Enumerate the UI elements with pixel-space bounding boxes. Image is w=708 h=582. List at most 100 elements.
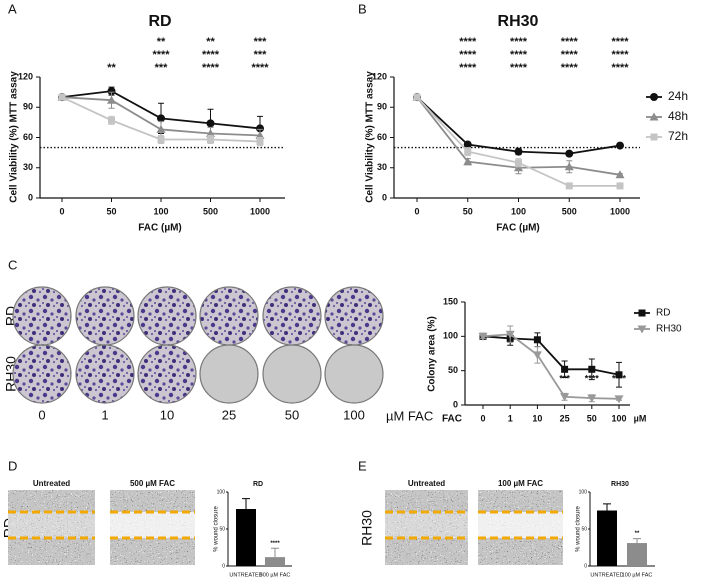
significance: ** [157,36,166,48]
x-tick-label: 0 [414,206,419,216]
significance: **** [612,373,627,383]
x-axis-unit: µM [634,413,647,423]
y-tick-label: 90 [23,102,33,112]
y-tick-label: 100 [579,489,588,495]
x-axis-label: FAC (µM) [138,223,182,234]
marker [256,138,264,146]
marker [157,114,165,123]
error-bar [603,503,611,511]
y-axis-label: % wound closure [576,505,582,551]
marker [616,182,624,190]
plate [262,344,322,404]
plate [199,286,259,346]
row-label: RH30 [359,510,375,546]
significance: **** [510,36,528,48]
x-tick-label: 100 [153,206,168,216]
dose-label: 50 [285,407,299,422]
x-tick-label: 25 [560,413,570,423]
x-tick-label: 500 [562,206,577,216]
marker [560,393,570,402]
marker [638,309,646,317]
plate [75,286,135,346]
dose-label: 25 [222,407,236,422]
marker [532,351,542,360]
plate [137,286,197,346]
marker [561,365,569,373]
legend-label: RH30 [656,324,682,335]
x-tick-label: 10 [532,413,542,423]
marker [464,148,472,156]
panel-letter: B [358,1,367,16]
marker [463,140,472,149]
significance: **** [611,36,629,48]
y-tick-label: 0 [222,563,225,569]
x-tick-label: 100 [511,206,526,216]
error-bar [271,547,279,558]
marker [615,371,623,379]
marker [514,163,523,172]
significance: *** [254,49,268,61]
marker [107,95,116,104]
y-tick-label: 0 [28,192,33,202]
significance: **** [202,62,220,74]
x-axis-label: FAC (µM) [496,223,540,234]
plate [75,344,135,404]
panel-letter: A [8,1,17,16]
marker [413,93,421,101]
y-tick-label: 0 [382,192,387,202]
image-label: 100 µM FAC [498,479,543,488]
significance: **** [152,49,170,61]
y-tick-label: 60 [377,132,387,142]
y-tick-label: 60 [23,132,33,142]
x-tick-label: UNTREATED [229,572,262,578]
panel-letter: C [8,257,17,272]
marker [156,124,166,133]
chart-title: RH30 [611,481,629,488]
chart-title: RH30 [498,13,539,30]
marker [637,325,647,334]
error-bar [633,538,641,544]
series-line [482,335,620,376]
marker [505,330,515,339]
wound-gap [8,512,95,538]
x-tick-label: 500 µM FAC [260,572,291,578]
x-tick-label: UNTREATED [590,572,623,578]
wound-gap [478,512,563,538]
marker [588,365,596,373]
significance: *** [155,62,169,74]
y-tick-label: 100 [443,331,458,341]
y-axis-label: Colony area (%) [427,316,438,392]
wound-gap [110,512,195,538]
plate [199,344,259,404]
x-tick-label: 100 µM FAC [622,572,653,578]
y-tick-label: 30 [23,162,33,172]
wound-gap [385,512,468,538]
marker [565,182,573,190]
marker [463,157,473,166]
chart-title: RD [253,481,263,488]
bar [597,510,617,566]
significance: **** [561,62,579,74]
marker [533,336,541,344]
legend-label: RD [656,308,670,319]
x-tick-label: 0 [59,206,64,216]
marker [256,124,264,133]
plate [262,286,322,346]
significance: **** [561,49,579,61]
marker [650,93,658,101]
y-tick-label: 30 [377,162,387,172]
bar [627,543,647,566]
marker [616,141,624,150]
significance: **** [611,62,629,74]
y-tick-label: 0 [453,399,458,409]
x-tick-label: 1000 [610,206,630,216]
significance: **** [510,62,528,74]
marker [565,149,574,158]
x-tick-label: 0 [480,413,485,423]
error-bar [242,498,250,510]
plate [324,344,384,404]
marker [564,162,574,171]
significance: ** [206,36,215,48]
significance: ** [635,531,640,537]
plate [12,344,72,404]
